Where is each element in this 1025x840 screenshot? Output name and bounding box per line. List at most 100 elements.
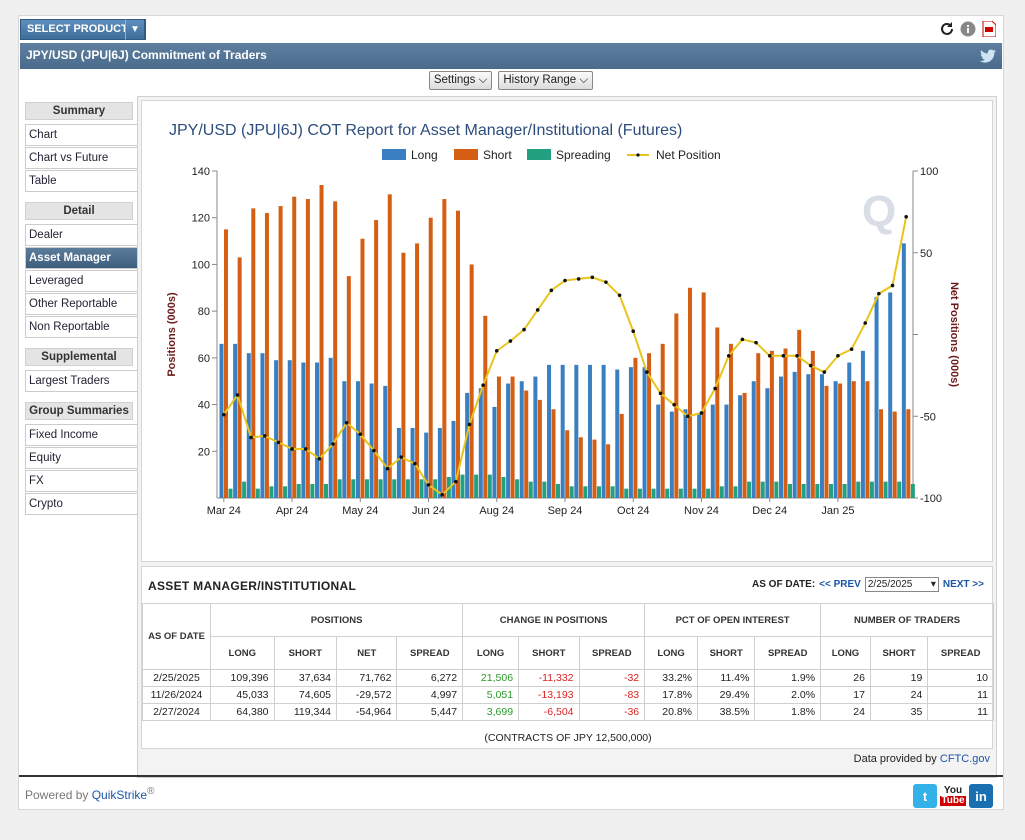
sidebar-item-leveraged[interactable]: Leveraged bbox=[25, 270, 137, 292]
sidebar-item-crypto[interactable]: Crypto bbox=[25, 493, 137, 515]
info-icon[interactable] bbox=[960, 21, 976, 37]
next-date-link[interactable]: NEXT >> bbox=[942, 579, 984, 590]
bar-spreading bbox=[583, 486, 588, 498]
bar-spreading bbox=[351, 479, 356, 498]
net-position-point bbox=[262, 434, 267, 438]
youtube-icon[interactable]: You Tube bbox=[940, 784, 966, 808]
x-tick-label: Nov 24 bbox=[684, 505, 719, 517]
sidebar-item-fixed-income[interactable]: Fixed Income bbox=[25, 424, 137, 446]
bar-long bbox=[574, 364, 579, 498]
chart-title: JPY/USD (JPU|6J) COT Report for Asset Ma… bbox=[169, 122, 682, 139]
twitter-icon[interactable] bbox=[980, 47, 996, 71]
bar-short bbox=[387, 194, 392, 498]
bar-long bbox=[615, 369, 620, 498]
refresh-icon[interactable] bbox=[939, 21, 955, 37]
net-position-point bbox=[454, 479, 458, 484]
sidebar-item-other-reportable[interactable]: Other Reportable bbox=[25, 293, 137, 315]
chart-controls: Settings ⌵ History Range ⌵ bbox=[19, 71, 1003, 90]
bar-short bbox=[292, 196, 297, 498]
x-tick-label: Sep 24 bbox=[548, 505, 583, 517]
net-position-point bbox=[399, 455, 404, 459]
col-spread: SPREAD bbox=[396, 636, 464, 670]
bar-spreading bbox=[774, 481, 779, 498]
sidebar-item-largest-traders[interactable]: Largest Traders bbox=[25, 370, 137, 392]
net-position-point bbox=[290, 447, 294, 451]
bar-long bbox=[233, 343, 238, 498]
prev-date-link[interactable]: << PREV bbox=[819, 579, 861, 590]
settings-dropdown[interactable]: Settings ⌵ bbox=[428, 71, 493, 90]
table-cell: 11 bbox=[927, 686, 994, 704]
bar-short bbox=[264, 213, 269, 498]
bar-short bbox=[224, 229, 228, 498]
bar-short bbox=[401, 252, 406, 498]
select-product-button[interactable]: SELECT PRODUCT bbox=[20, 19, 146, 40]
bar-short bbox=[333, 201, 338, 498]
bar-long bbox=[765, 388, 770, 498]
table-cell: 17 bbox=[820, 686, 871, 704]
sidebar-item-fx[interactable]: FX bbox=[25, 470, 137, 492]
bar-long bbox=[519, 381, 524, 498]
bar-long bbox=[819, 374, 824, 498]
sidebar-item-chart[interactable]: Chart bbox=[25, 124, 137, 146]
bar-spreading bbox=[255, 488, 260, 498]
bar-long bbox=[656, 404, 661, 498]
bar-spreading bbox=[856, 481, 861, 498]
net-position-point bbox=[590, 275, 595, 280]
cftc-link[interactable]: CFTC.gov bbox=[939, 753, 990, 765]
bar-spreading bbox=[324, 483, 329, 498]
net-position-point bbox=[222, 412, 226, 417]
table-cell: 21,506 bbox=[462, 669, 520, 687]
quikstrike-brand[interactable]: QuikStrike bbox=[91, 788, 148, 802]
sidebar-item-non-reportable[interactable]: Non Reportable bbox=[25, 316, 137, 338]
net-position-point bbox=[235, 393, 240, 397]
sidebar-section-group-summaries: Group Summaries bbox=[25, 402, 133, 420]
linkedin-icon[interactable]: in bbox=[969, 784, 993, 808]
legend-label-net-position: Net Position bbox=[656, 148, 721, 162]
bar-spreading bbox=[706, 488, 711, 498]
bar-long bbox=[601, 364, 606, 498]
net-position-point bbox=[795, 353, 799, 358]
bar-long bbox=[328, 357, 333, 498]
bar-spreading bbox=[624, 488, 629, 498]
chevron-down-icon[interactable]: ▼ bbox=[125, 19, 145, 40]
net-position-point bbox=[686, 414, 690, 419]
net-position-point bbox=[440, 492, 444, 497]
net-position-point bbox=[317, 456, 322, 461]
net-position-point bbox=[331, 442, 335, 446]
col-long: LONG bbox=[462, 636, 520, 670]
bar-long bbox=[833, 381, 838, 498]
y2-tick-label: 100 bbox=[920, 166, 938, 178]
table-cell: 71,762 bbox=[336, 669, 398, 687]
bar-short bbox=[619, 413, 624, 498]
sidebar-spacer bbox=[25, 193, 137, 202]
bar-long bbox=[628, 367, 633, 498]
sidebar-item-equity[interactable]: Equity bbox=[25, 447, 137, 469]
y2-tick-label: -50 bbox=[920, 411, 936, 423]
sidebar-item-chart-vs-future[interactable]: Chart vs Future bbox=[25, 147, 137, 169]
sidebar-item-table[interactable]: Table bbox=[25, 170, 137, 192]
bar-spreading bbox=[815, 483, 820, 498]
net-position-point bbox=[576, 277, 581, 281]
y-axis-label: Positions (000s) bbox=[166, 292, 178, 377]
table-cell: 11 bbox=[927, 703, 994, 721]
table-sub-header-row: LONG SHORT NET SPREAD LONG SHORT SPREAD LONG SHO… bbox=[143, 636, 994, 670]
sidebar-item-dealer[interactable]: Dealer bbox=[25, 224, 137, 246]
net-position-point bbox=[385, 466, 390, 471]
history-range-dropdown[interactable]: History Range ⌵ bbox=[498, 71, 594, 90]
date-select[interactable]: 2/25/2025 ▾ bbox=[864, 577, 939, 592]
sidebar-spacer bbox=[25, 393, 137, 402]
sidebar-section-summary: Summary bbox=[25, 102, 133, 120]
net-position-point bbox=[604, 280, 608, 284]
pdf-icon[interactable] bbox=[981, 21, 997, 37]
sidebar-item-asset-manager[interactable]: Asset Manager bbox=[25, 247, 137, 269]
bar-short bbox=[701, 292, 706, 498]
table-cell: 5,051 bbox=[462, 686, 520, 704]
col-long: LONG bbox=[644, 636, 699, 670]
x-tick-label: Apr 24 bbox=[276, 505, 308, 517]
bar-short bbox=[865, 381, 870, 498]
bar-long bbox=[465, 392, 470, 498]
bar-short bbox=[524, 390, 529, 498]
twitter-icon[interactable]: t bbox=[913, 784, 937, 808]
bar-short bbox=[251, 208, 256, 498]
net-position-point bbox=[249, 435, 253, 440]
